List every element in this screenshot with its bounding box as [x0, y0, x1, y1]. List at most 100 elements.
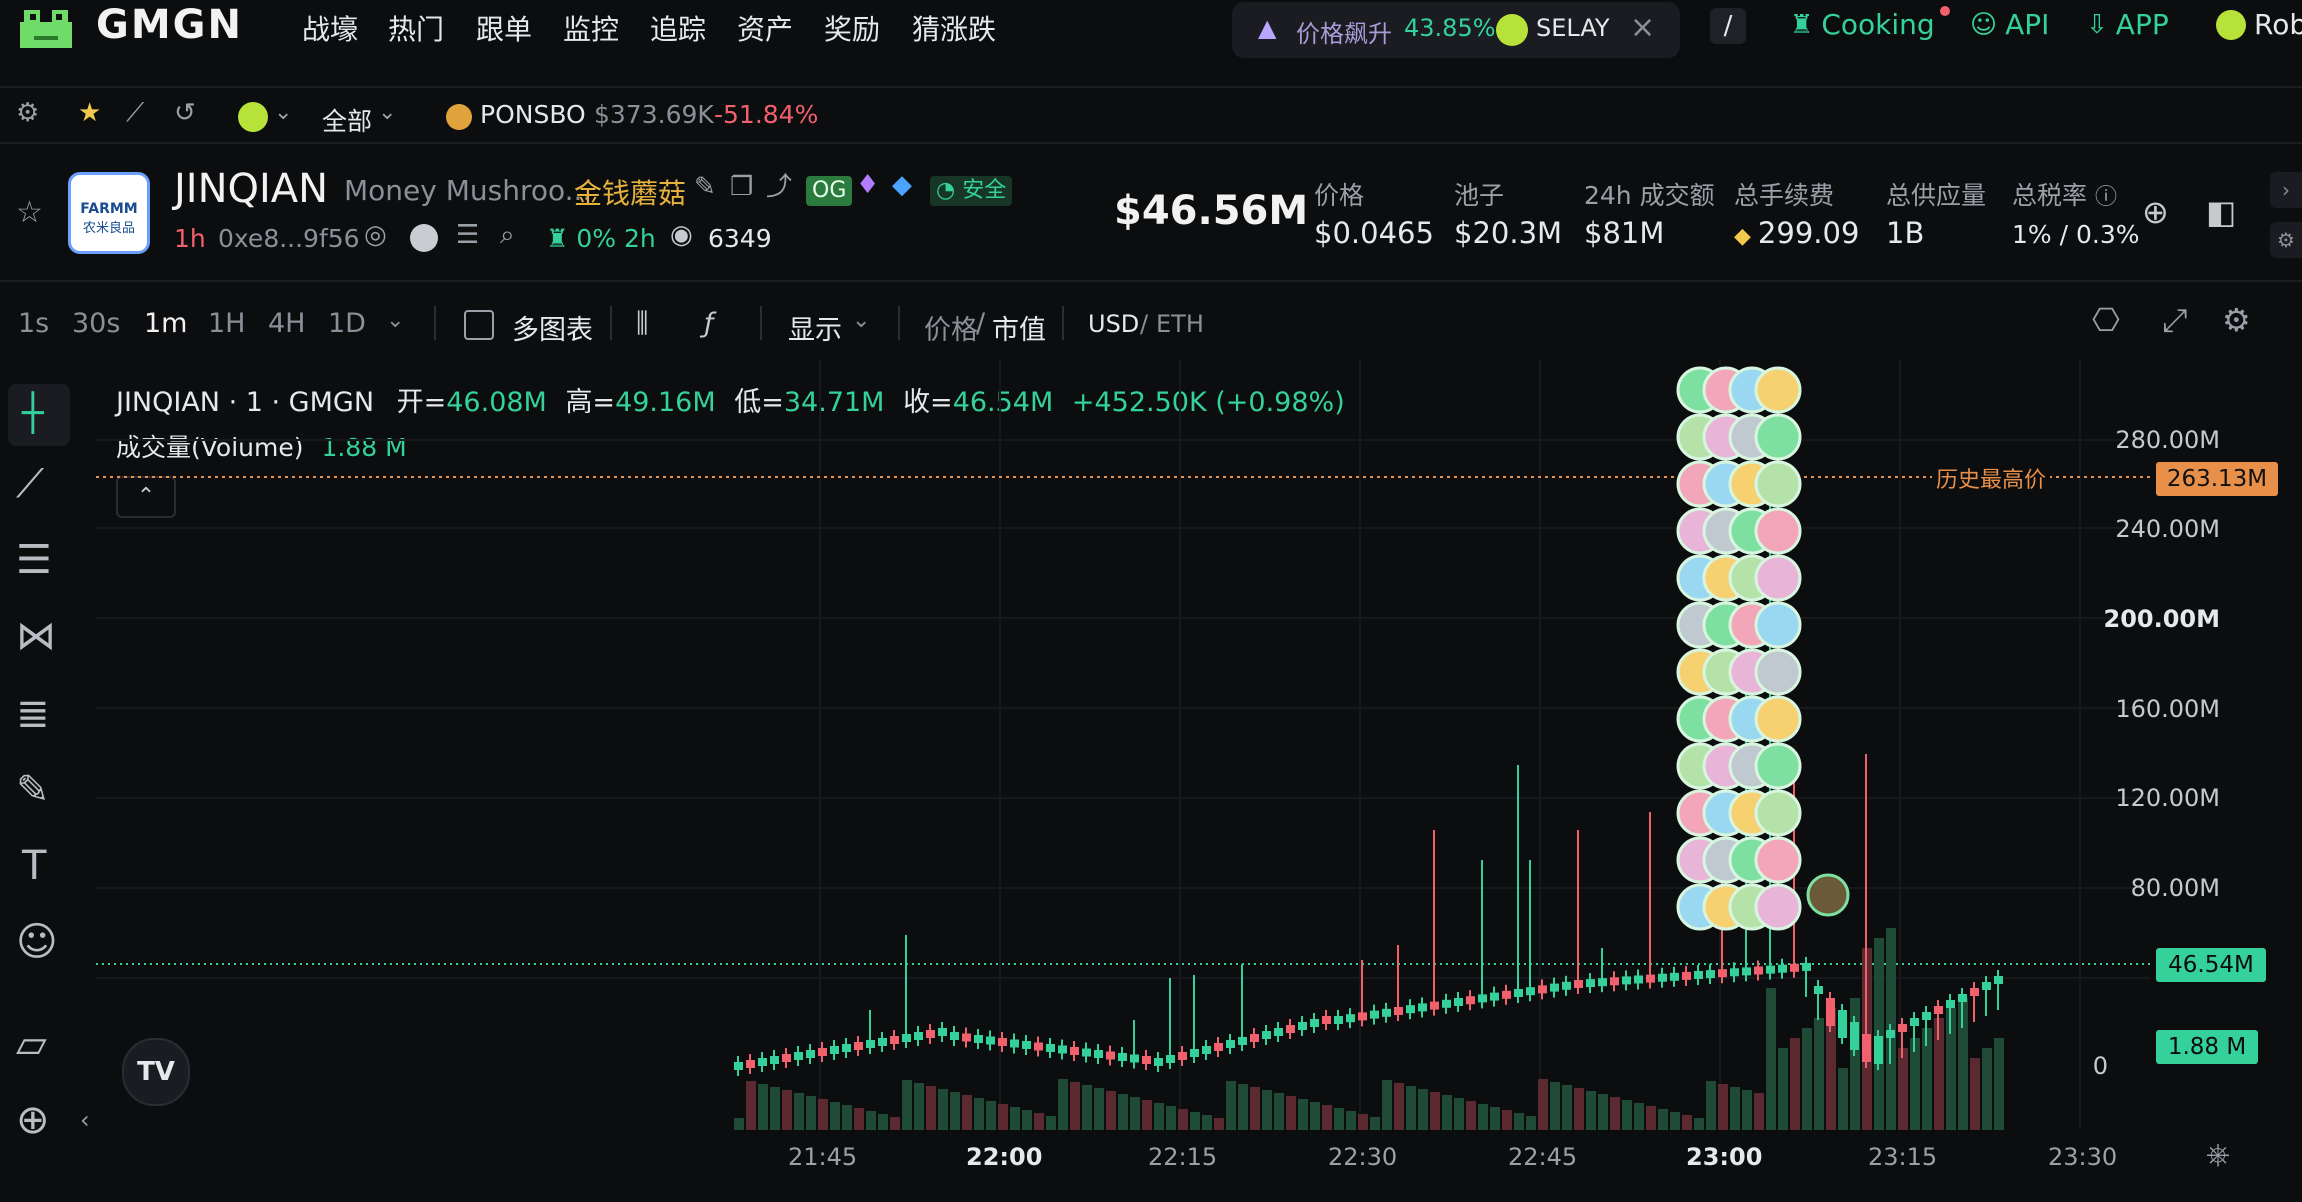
note-icon[interactable]: ☰: [456, 220, 480, 250]
eth-toggle[interactable]: ETH: [1156, 310, 1204, 338]
trendline-icon[interactable]: ⟋: [16, 461, 44, 507]
usd-toggle[interactable]: USD: [1088, 310, 1140, 338]
timeframe-1s[interactable]: 1s: [18, 308, 50, 339]
volume-bar: [1322, 1105, 1332, 1130]
multi-chart-checkbox[interactable]: [464, 310, 494, 340]
filter-chevron-icon[interactable]: ⌄: [378, 100, 397, 125]
candle-body: [746, 1060, 755, 1068]
candle-body: [1142, 1056, 1151, 1064]
favorite-star-icon[interactable]: ☆: [16, 195, 43, 230]
search-icon[interactable]: ⌕: [500, 220, 515, 250]
indicator-icon[interactable]: ƒ: [704, 308, 714, 339]
candle-type-icon[interactable]: ⫼: [636, 308, 649, 339]
settings-icon[interactable]: ⚙: [16, 98, 40, 128]
chart-settings-icon[interactable]: ⚙: [2222, 301, 2251, 339]
alert-icon[interactable]: ⊕: [2142, 193, 2169, 231]
volume-bar: [1454, 1098, 1464, 1130]
brush-icon[interactable]: ✎: [16, 767, 50, 813]
volume-bar: [1394, 1083, 1404, 1130]
candle-body: [1610, 977, 1619, 986]
close-icon[interactable]: ×: [1630, 10, 1656, 45]
chart-line-icon[interactable]: ⟋: [126, 98, 145, 128]
panel-toggle-icon[interactable]: ◧: [2206, 193, 2237, 231]
globe-icon[interactable]: ◎: [364, 220, 387, 250]
nav-assets[interactable]: 资产: [737, 13, 794, 46]
nav-trenches[interactable]: 战壕: [302, 13, 359, 46]
tradingview-logo[interactable]: TV: [122, 1038, 190, 1106]
brand-name[interactable]: GMGN: [96, 2, 243, 48]
volume-bar: [1298, 1099, 1308, 1130]
leaf-icon[interactable]: [410, 224, 438, 252]
nav-api[interactable]: ☺ API: [1970, 8, 2049, 41]
nav-cooking[interactable]: ♜ Cooking: [1790, 8, 1935, 41]
candle-body: [1406, 1005, 1415, 1014]
candle-body: [1646, 974, 1655, 983]
star-icon[interactable]: ★: [78, 98, 102, 128]
share-icon[interactable]: ⤴: [766, 172, 793, 202]
ruler-icon[interactable]: ▱: [16, 1021, 47, 1067]
timeframe-30s[interactable]: 30s: [72, 308, 121, 339]
help-icon[interactable]: ⓘ: [2094, 185, 2117, 210]
fullscreen-icon[interactable]: ⤢: [2162, 301, 2188, 339]
robot-icon: ☺: [1970, 9, 1998, 40]
nav-copytrade[interactable]: 跟单: [476, 13, 533, 46]
nav-trending[interactable]: 热门: [388, 13, 445, 46]
edit-icon[interactable]: ✎: [694, 172, 716, 202]
legend-title: JINQIAN · 1 · GMGN: [116, 387, 375, 418]
nav-track[interactable]: 追踪: [650, 13, 707, 46]
ticker-token[interactable]: SELAY: [1536, 14, 1610, 42]
y-tick-120m: 120.00M: [2115, 784, 2220, 812]
zoom-in-icon[interactable]: ⊕: [16, 1097, 50, 1143]
timeframe-1d[interactable]: 1D: [328, 308, 366, 339]
candle-body: [1682, 971, 1691, 980]
token-address[interactable]: 0xe8...9f56: [218, 224, 360, 253]
search-shortcut[interactable]: /: [1710, 8, 1746, 44]
chain-leaf-icon[interactable]: [238, 102, 268, 132]
nav-rewards[interactable]: 奖励: [824, 13, 881, 46]
safe-badge: ◔ 安全: [930, 176, 1013, 206]
timeframe-4h[interactable]: 4H: [268, 308, 306, 339]
display-label[interactable]: 显示: [788, 315, 842, 346]
volume-bar: [770, 1087, 780, 1130]
volume-bar: [1070, 1082, 1080, 1130]
filter-select[interactable]: 全部: [322, 107, 373, 136]
x-tick-2145: 21:45: [788, 1143, 858, 1171]
price-surge-ticker[interactable]: [1232, 2, 1680, 58]
watch-token-symbol[interactable]: PONSBO: [480, 100, 586, 129]
volume-bar: [1226, 1081, 1236, 1130]
timeframe-more-icon[interactable]: ⌄: [386, 308, 405, 333]
axis-settings-icon[interactable]: ⎈: [2206, 1137, 2230, 1172]
camera-icon[interactable]: ⎔: [2092, 301, 2120, 339]
nav-monitor[interactable]: 监控: [563, 13, 620, 46]
text-icon[interactable]: T: [22, 843, 47, 889]
nav-app[interactable]: ⇩ APP: [2086, 8, 2169, 41]
right-collapse-icon[interactable]: ›: [2270, 172, 2302, 208]
collapse-toolbar-icon[interactable]: ‹: [80, 1106, 90, 1134]
volume-bar: [1910, 1038, 1920, 1130]
brand-logo-icon[interactable]: [16, 6, 76, 54]
display-chevron-icon[interactable]: ⌄: [852, 308, 871, 333]
timeframe-1m[interactable]: 1m: [144, 308, 188, 339]
mcap-toggle[interactable]: 市值: [992, 315, 1046, 346]
nav-robot[interactable]: Rob: [2216, 8, 2302, 41]
pattern-icon[interactable]: ⋈: [16, 613, 56, 659]
nav-predict[interactable]: 猜涨跌: [912, 13, 997, 46]
copy-icon[interactable]: ❐: [730, 172, 754, 202]
crosshair-icon[interactable]: ┼: [22, 393, 44, 434]
timeframe-1h[interactable]: 1H: [208, 308, 246, 339]
candle-body: [842, 1044, 851, 1052]
history-icon[interactable]: ↺: [174, 98, 196, 128]
price-chart[interactable]: [96, 360, 2156, 1135]
y-tick-200m: 200.00M: [2103, 605, 2221, 633]
fib-icon[interactable]: ≣: [16, 691, 50, 737]
token-symbol[interactable]: JINQIAN: [174, 166, 329, 212]
emoji-icon[interactable]: ☺: [16, 919, 58, 965]
legend-open: 46.08M: [446, 387, 547, 418]
price-toggle[interactable]: 价格: [924, 315, 978, 346]
candle-body: [1334, 1016, 1343, 1024]
right-settings-icon[interactable]: ⚙: [2270, 222, 2302, 258]
chevron-down-icon[interactable]: ⌄: [274, 100, 293, 125]
horizontal-lines-icon[interactable]: ☰: [16, 537, 52, 583]
candle-body: [1346, 1014, 1355, 1023]
volume-bar: [1370, 1117, 1380, 1130]
